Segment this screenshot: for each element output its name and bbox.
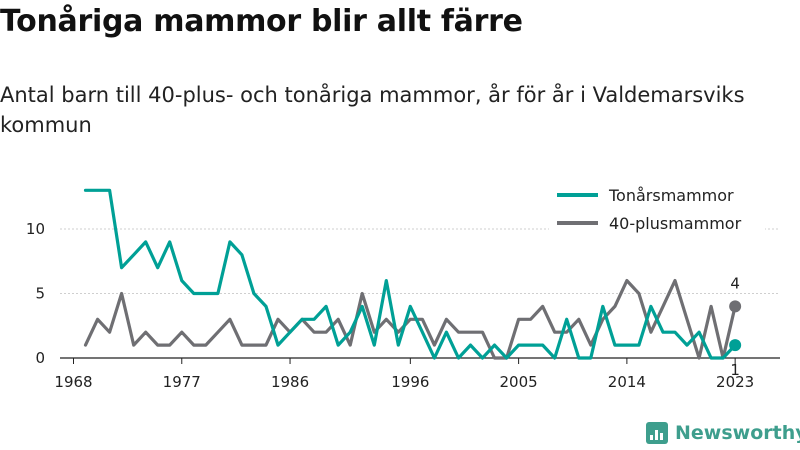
chart-title: Tonåriga mammor blir allt färre bbox=[0, 4, 523, 39]
x-tick-label: 1968 bbox=[54, 373, 92, 391]
y-tick-label: 5 bbox=[35, 285, 45, 303]
brand-name: Newsworthy bbox=[675, 422, 800, 444]
x-tick-label: 1996 bbox=[391, 373, 429, 391]
series-end-label: 1 bbox=[730, 361, 740, 379]
chart-subtitle: Antal barn till 40-plus- och tonåriga ma… bbox=[0, 83, 745, 137]
x-tick-label: 2023 bbox=[716, 373, 754, 391]
bar-chart-icon bbox=[646, 422, 668, 444]
x-tick-label: 2005 bbox=[500, 373, 538, 391]
legend-label: 40-plusmammor bbox=[609, 214, 742, 233]
x-tick-label: 2014 bbox=[608, 373, 646, 391]
series-end-point bbox=[729, 339, 742, 352]
y-tick-label: 0 bbox=[35, 349, 45, 367]
x-tick-label: 1986 bbox=[271, 373, 309, 391]
series-end-point bbox=[729, 300, 742, 313]
series-line-tonarsmammor bbox=[83, 188, 737, 360]
x-tick-label: 1977 bbox=[163, 373, 201, 391]
legend-label: Tonårsmammor bbox=[608, 186, 734, 205]
series-end-label: 4 bbox=[730, 274, 740, 292]
legend-box bbox=[549, 178, 765, 236]
series-line-40-plusmammor bbox=[83, 279, 737, 360]
y-tick-label: 10 bbox=[26, 220, 45, 238]
brand-logo: Newsworthy bbox=[646, 420, 800, 446]
